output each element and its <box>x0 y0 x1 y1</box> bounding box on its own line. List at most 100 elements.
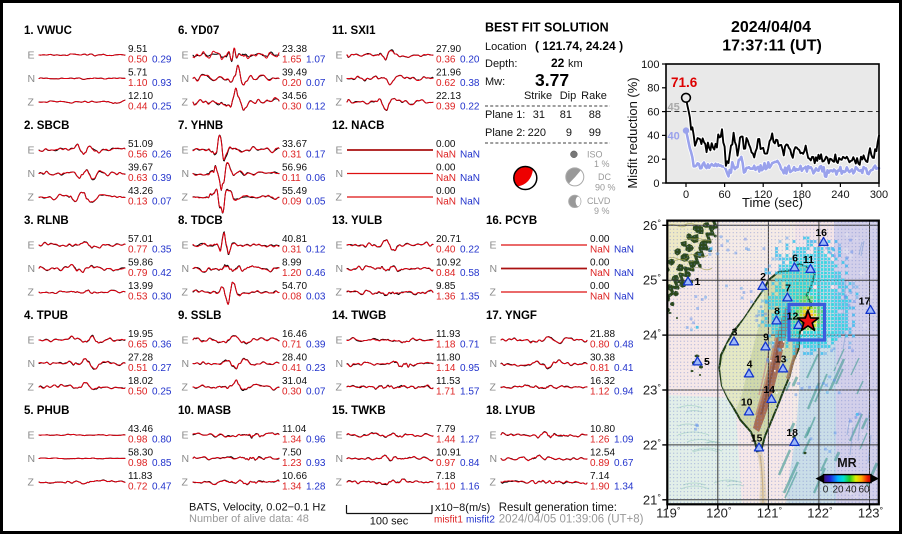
svg-text:0: 0 <box>653 178 659 190</box>
svg-text:5: 5 <box>704 356 710 368</box>
svg-text:0.47: 0.47 <box>152 481 172 492</box>
svg-text:1.44: 1.44 <box>436 434 456 445</box>
svg-text:0.06: 0.06 <box>306 173 326 184</box>
svg-text:Dip: Dip <box>560 90 577 102</box>
svg-text:0.98: 0.98 <box>128 434 148 445</box>
svg-text:20: 20 <box>647 154 659 166</box>
svg-text:0.27: 0.27 <box>152 363 172 374</box>
svg-text:E: E <box>28 50 35 62</box>
svg-text:E: E <box>336 335 343 347</box>
svg-text:18: 18 <box>786 427 798 439</box>
svg-text:12.54: 12.54 <box>590 447 615 458</box>
svg-text:40: 40 <box>647 130 659 142</box>
svg-text:0.42: 0.42 <box>152 268 172 279</box>
svg-text:0.26: 0.26 <box>152 149 172 160</box>
svg-text:N: N <box>28 263 36 275</box>
svg-text:0.98: 0.98 <box>128 458 148 469</box>
svg-text:0.65: 0.65 <box>128 339 148 350</box>
svg-text:0.00: 0.00 <box>590 257 610 268</box>
svg-text:80: 80 <box>647 83 659 95</box>
svg-text:17: 17 <box>859 296 871 308</box>
svg-text:Mw:: Mw: <box>485 76 505 88</box>
svg-text:MR: MR <box>837 456 856 470</box>
svg-text:0.30: 0.30 <box>282 101 302 112</box>
svg-text:0.46: 0.46 <box>306 268 326 279</box>
svg-text:10.66: 10.66 <box>282 471 307 482</box>
svg-text:1.14: 1.14 <box>436 363 456 374</box>
svg-text:Z: Z <box>28 287 35 299</box>
svg-text:120°: 120° <box>706 506 732 521</box>
svg-text:Rake: Rake <box>581 90 607 102</box>
svg-text:88: 88 <box>589 109 601 121</box>
svg-text:Z: Z <box>336 192 343 204</box>
svg-text:1.90: 1.90 <box>590 481 610 492</box>
svg-text:26°: 26° <box>643 218 661 233</box>
svg-text:240: 240 <box>831 189 849 201</box>
svg-text:1.16: 1.16 <box>460 481 480 492</box>
svg-text:N: N <box>182 168 190 180</box>
svg-text:NaN: NaN <box>614 268 634 279</box>
svg-text:9. SSLB: 9. SSLB <box>178 310 221 322</box>
svg-text:3. RLNB: 3. RLNB <box>24 215 69 227</box>
svg-text:120: 120 <box>754 189 772 201</box>
svg-text:7.18: 7.18 <box>436 471 456 482</box>
svg-text:0.41: 0.41 <box>282 363 302 374</box>
svg-text:16. PCYB: 16. PCYB <box>486 215 537 227</box>
svg-text:0.00: 0.00 <box>590 281 610 292</box>
svg-text:( 121.74, 24.24 ): ( 121.74, 24.24 ) <box>535 39 623 53</box>
svg-text:Z: Z <box>490 287 497 299</box>
svg-text:E: E <box>28 240 35 252</box>
svg-text:39.49: 39.49 <box>282 67 307 78</box>
svg-text:0.29: 0.29 <box>152 54 172 65</box>
svg-text:60: 60 <box>858 485 870 496</box>
svg-text:1.28: 1.28 <box>306 481 326 492</box>
svg-text:Z: Z <box>28 382 35 394</box>
svg-text:0.96: 0.96 <box>306 434 326 445</box>
svg-text:0: 0 <box>683 189 689 201</box>
svg-text:0.40: 0.40 <box>436 244 456 255</box>
svg-text:0.22: 0.22 <box>460 244 480 255</box>
svg-text:56.96: 56.96 <box>282 162 307 173</box>
svg-text:0.71: 0.71 <box>460 339 480 350</box>
svg-text:DC: DC <box>598 172 611 182</box>
svg-text:Number of alive data: 48: Number of alive data: 48 <box>189 513 309 525</box>
svg-text:Depth:: Depth: <box>485 58 517 70</box>
svg-text:0.50: 0.50 <box>128 386 148 397</box>
svg-text:Time (sec): Time (sec) <box>742 195 803 210</box>
svg-text:N: N <box>490 453 498 465</box>
svg-text:60: 60 <box>647 106 659 118</box>
svg-text:9: 9 <box>566 127 572 139</box>
svg-text:1.27: 1.27 <box>460 434 480 445</box>
svg-text:3.77: 3.77 <box>535 70 569 90</box>
svg-text:10.92: 10.92 <box>436 257 461 268</box>
svg-text:2: 2 <box>760 271 766 283</box>
svg-text:60: 60 <box>718 189 730 201</box>
svg-text:123°: 123° <box>858 506 884 521</box>
svg-text:43.26: 43.26 <box>128 186 153 197</box>
svg-text:121°: 121° <box>757 506 783 521</box>
svg-text:119°: 119° <box>656 506 681 521</box>
svg-text:0.62: 0.62 <box>436 78 456 89</box>
svg-text:9.51: 9.51 <box>128 44 148 55</box>
svg-text:0.00: 0.00 <box>436 162 456 173</box>
svg-text:NaN: NaN <box>590 291 610 302</box>
svg-text:9 %: 9 % <box>594 206 610 216</box>
svg-text:0.71: 0.71 <box>282 339 302 350</box>
svg-text:0.89: 0.89 <box>590 458 610 469</box>
svg-text:0.30: 0.30 <box>282 386 302 397</box>
svg-text:81: 81 <box>560 109 572 121</box>
svg-text:1.34: 1.34 <box>614 481 634 492</box>
svg-text:34.56: 34.56 <box>282 91 307 102</box>
svg-text:0.09: 0.09 <box>282 196 302 207</box>
svg-text:0.13: 0.13 <box>128 196 148 207</box>
svg-text:17:37:11 (UT): 17:37:11 (UT) <box>722 38 822 55</box>
svg-text:31: 31 <box>533 109 545 121</box>
svg-text:0.03: 0.03 <box>306 291 326 302</box>
svg-text:Plane 2:: Plane 2: <box>485 127 525 139</box>
svg-text:11. SXI1: 11. SXI1 <box>332 25 376 37</box>
svg-text:0.20: 0.20 <box>460 54 480 65</box>
svg-text:NaN: NaN <box>436 196 456 207</box>
svg-text:33.67: 33.67 <box>282 139 307 150</box>
svg-text:16: 16 <box>815 227 827 239</box>
svg-text:13: 13 <box>775 354 787 366</box>
